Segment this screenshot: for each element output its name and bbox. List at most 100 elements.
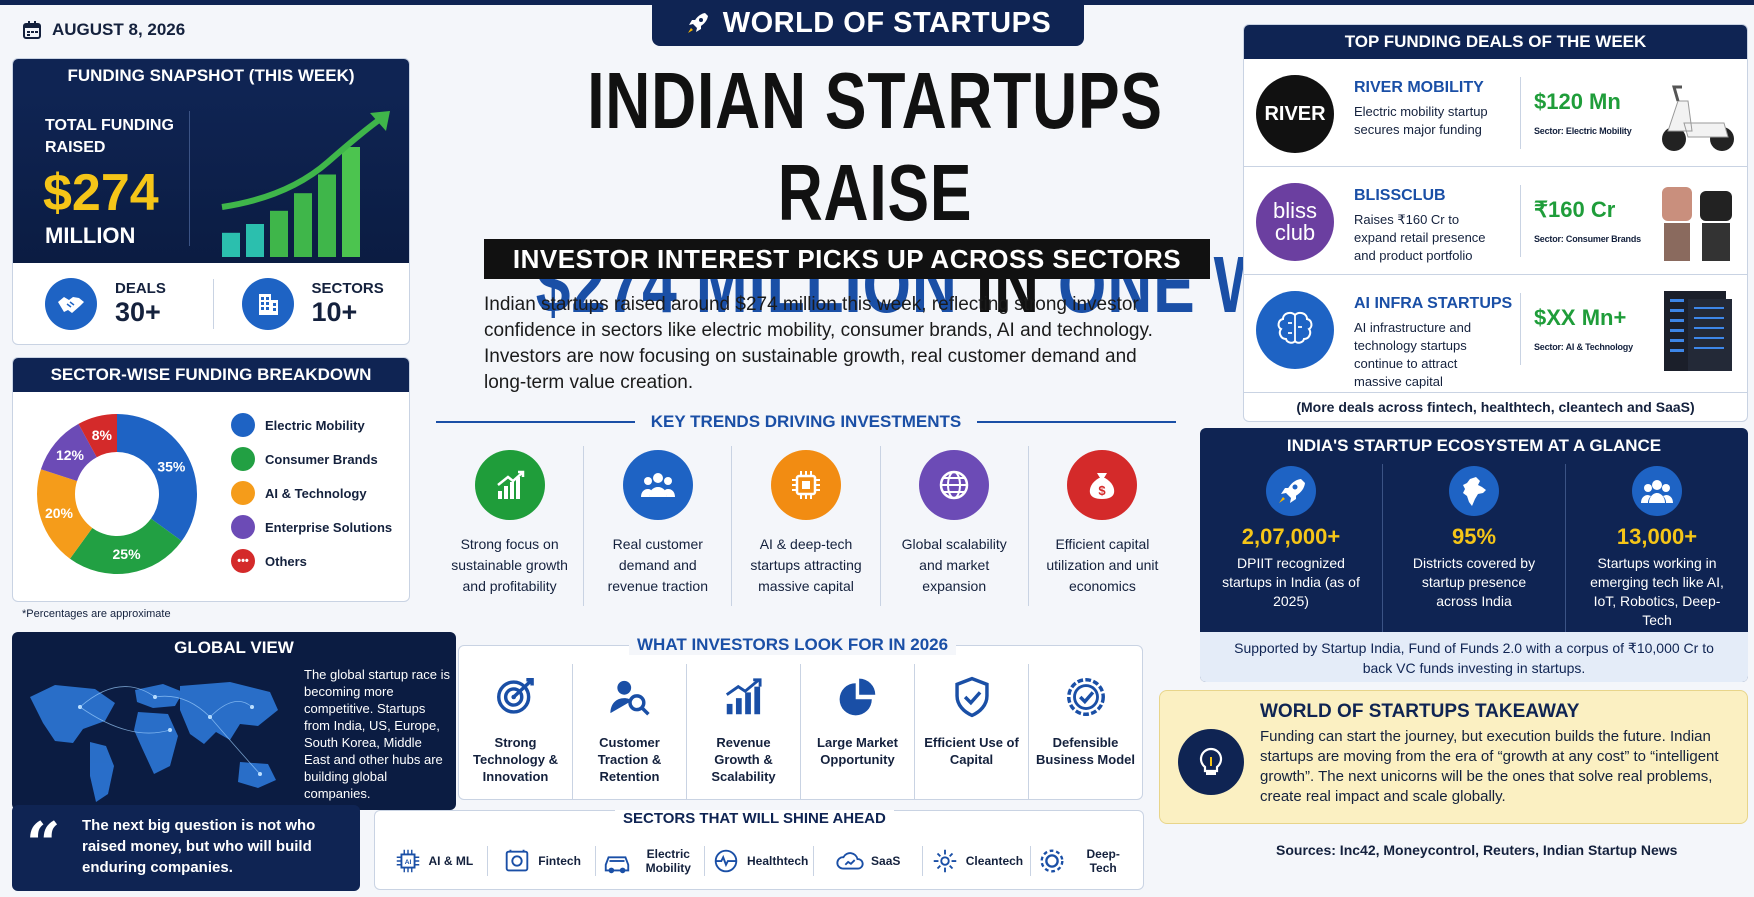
ecosystem-title: INDIA'S STARTUP ECOSYSTEM AT A GLANCE [1286, 436, 1662, 455]
trend-item: Real customer demand and revenue tractio… [583, 446, 731, 606]
leaf-icon [930, 846, 960, 876]
growth-chart-icon [474, 450, 545, 520]
growth-bar [246, 224, 264, 257]
deals-label: DEALS [115, 279, 166, 297]
investor-label: Customer Traction & Retention [597, 735, 662, 784]
sector-item: Cleantech [921, 846, 1031, 876]
globe-icon [919, 450, 990, 520]
car-icon [231, 413, 255, 437]
deal-description: Raises ₹160 Cr to expand retail presence… [1354, 212, 1486, 263]
headline-subtitle: INVESTOR INTEREST PICKS UP ACROSS SECTOR… [484, 239, 1210, 279]
sector-item: AI AI & ML [379, 846, 487, 876]
buildings-icon [241, 277, 294, 330]
legend-item: Electric Mobility [231, 408, 392, 442]
world-map-icon [30, 682, 278, 802]
sector-breakdown-card: SECTOR-WISE FUNDING BREAKDOWN 35% 25% 20% 1… [12, 357, 410, 602]
trends-title-row: KEY TRENDS DRIVING INVESTMENTS [436, 412, 1177, 432]
trend-item: $ Efficient capital utilization and unit … [1027, 446, 1176, 606]
investor-item: Customer Traction & Retention [572, 664, 686, 799]
ecosystem-card: INDIA'S STARTUP ECOSYSTEM AT A GLANCE 2,… [1200, 428, 1748, 682]
donut-slice [78, 414, 117, 458]
deal-name: RIVER MOBILITY [1354, 79, 1484, 96]
money-bag-icon: $ [1067, 450, 1138, 520]
target-icon [493, 674, 539, 720]
ecosystem-label: DPIIT recognized startups in India (as o… [1222, 555, 1360, 609]
deal-row: bliss club BLISSCLUB Raises ₹160 Cr to exp… [1244, 167, 1747, 275]
deals-title: TOP FUNDING DEALS OF THE WEEK [1244, 25, 1747, 59]
rocket-icon [687, 13, 708, 33]
ecosystem-value: 95% [1451, 524, 1497, 549]
donut-slice-label: 8% [92, 427, 113, 443]
trends-list: Strong focus on sustainable growth and p… [436, 446, 1176, 606]
donut-slice-label: 25% [113, 546, 142, 562]
investor-item: Large Market Opportunity [800, 664, 914, 799]
deal-sector: Sector: Consumer Brands [1534, 234, 1641, 244]
legend-item: ••• Others [231, 544, 392, 578]
date-text: AUGUST 8, 2026 [52, 20, 186, 39]
quote-card: “ The next big question is not who raise… [12, 805, 360, 891]
investor-label: Efficient Use of Capital [924, 735, 1019, 767]
badge-check-icon [1063, 674, 1109, 720]
top-deals-card: TOP FUNDING DEALS OF THE WEEK RIVER RIVER… [1243, 24, 1748, 422]
snapshot-panel: TOTAL FUNDING RAISED $274 MILLION [13, 93, 409, 263]
sector-label: Healthtech [747, 854, 809, 868]
headline-line1: INDIAN STARTUPS RAISE [587, 56, 1163, 237]
gear-icon [1037, 846, 1067, 876]
deal-sector: Sector: Electric Mobility [1534, 126, 1632, 136]
ecosystem-value: 2,07,000+ [1241, 524, 1341, 549]
ecosystem-stats: 2,07,000+ DPIIT recognized startups in In… [1200, 464, 1748, 632]
sectors-stat: SECTORS 10+ [214, 277, 410, 330]
investors-card: WHAT INVESTORS LOOK FOR IN 2026 Strong T… [458, 635, 1143, 800]
growth-bar [294, 193, 312, 257]
apparel-icon [1654, 177, 1740, 265]
sources-text: Sources: Inc42, Moneycontrol, Reuters, I… [1276, 842, 1678, 858]
growth-bars-chart [221, 111, 390, 257]
sectors-ahead-title: SECTORS THAT WILL SHINE AHEAD [615, 810, 894, 827]
sectors-ahead-list: AI AI & ML Fintech Electric Mobility Healtht… [375, 811, 1143, 889]
quote-text: The next big question is not who raised … [82, 817, 316, 876]
donut-slice [117, 414, 198, 542]
total-funding-unit: MILLION [45, 223, 136, 248]
deals-value: 30+ [115, 296, 161, 327]
sector-label: Fintech [538, 854, 581, 868]
investor-item: Revenue Growth & Scalability [686, 664, 800, 799]
deal-description: Electric mobility startup secures major … [1354, 104, 1488, 137]
deal-divider [1520, 293, 1521, 365]
deal-row: RIVER RIVER MOBILITY Electric mobility sta… [1244, 59, 1747, 167]
brand-title: WORLD OF STARTUPS [722, 6, 1052, 39]
total-funding-label: TOTAL FUNDING RAISED [45, 117, 174, 156]
trend-label: AI & deep-tech startups attracting massi… [750, 536, 862, 594]
investors-list: Strong Technology & Innovation Customer T… [459, 646, 1142, 799]
sector-item: Healthtech [704, 846, 813, 876]
chip-icon [231, 481, 255, 505]
sector-label: Deep-Tech [1086, 847, 1120, 875]
donut-slice [40, 423, 97, 482]
deal-row: AI INFRA STARTUPS AI infrastructure and t… [1244, 275, 1747, 389]
total-funding-amount: $274 [43, 164, 159, 222]
legend-item: Enterprise Solutions [231, 510, 392, 544]
ecosystem-label: Districts covered by startup presence ac… [1412, 555, 1536, 609]
sector-item: Deep-Tech [1030, 846, 1139, 876]
deal-amount: $XX Mn+ [1534, 305, 1627, 330]
snapshot-title: FUNDING SNAPSHOT (THIS WEEK) [13, 59, 409, 93]
trend-item: Global scalability and market expansion [879, 446, 1028, 606]
investors-title: WHAT INVESTORS LOOK FOR IN 2026 [629, 635, 957, 655]
fintech-icon [502, 846, 532, 876]
brain-icon [1256, 291, 1334, 369]
donut-slice-label: 35% [157, 458, 186, 474]
user-search-icon [607, 674, 653, 720]
growth-arrow-head [370, 111, 390, 131]
growth-bar [270, 210, 288, 257]
sectors-ahead-card: SECTORS THAT WILL SHINE AHEAD AI AI & ML F… [374, 810, 1144, 890]
ecosystem-label: Startups working in emerging tech like A… [1590, 555, 1724, 628]
deal-logo: RIVER [1256, 75, 1334, 153]
breakdown-note: *Percentages are approximate [22, 608, 171, 620]
deal-description: AI infrastructure and technology startup… [1354, 320, 1472, 389]
sectors-value: 10+ [311, 296, 358, 327]
health-icon [711, 846, 741, 876]
deal-name: AI INFRA STARTUPS [1354, 295, 1513, 312]
takeaway-text: Funding can start the journey, but execu… [1260, 728, 1719, 805]
stats-divider [212, 278, 214, 329]
calendar-icon [23, 21, 41, 39]
svg-text:AI: AI [404, 859, 411, 866]
